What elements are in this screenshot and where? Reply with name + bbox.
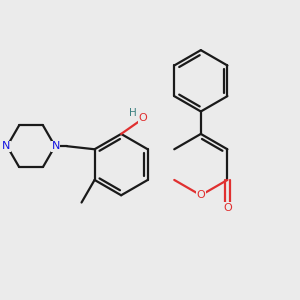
Text: O: O bbox=[196, 190, 205, 200]
Text: H: H bbox=[128, 108, 136, 118]
Text: O: O bbox=[223, 202, 232, 212]
Text: N: N bbox=[2, 141, 11, 151]
Text: O: O bbox=[139, 113, 148, 123]
Text: N: N bbox=[51, 141, 60, 151]
